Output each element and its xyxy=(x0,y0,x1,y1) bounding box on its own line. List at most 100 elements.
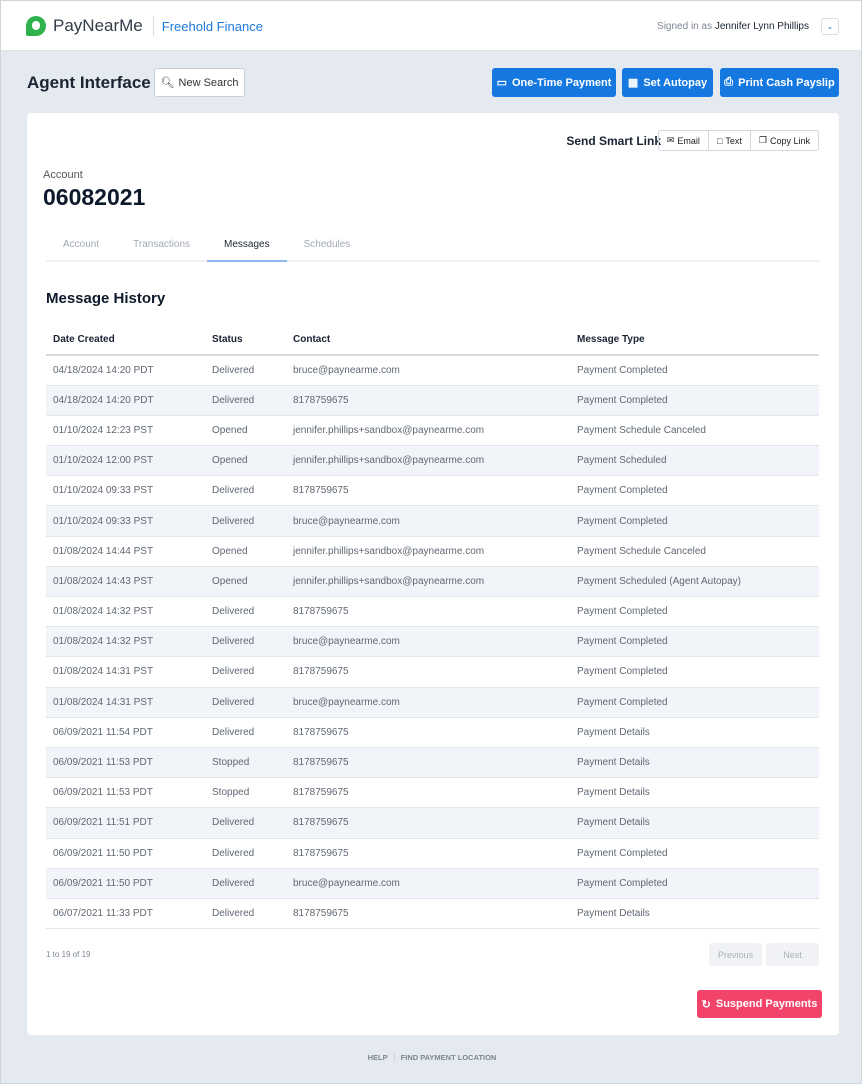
table-row: 01/08/2024 14:31 PST Delivered bruce@payne… xyxy=(46,687,819,718)
table-cell: Payment Completed xyxy=(570,687,819,718)
smart-link-buttons: ✉ Email □ Text ❐ Copy Link xyxy=(657,130,819,151)
autopay-label: Set Autopay xyxy=(643,76,708,89)
email-label: Email xyxy=(677,135,700,146)
table-cell: Delivered xyxy=(205,868,286,899)
email-button[interactable]: ✉ Email xyxy=(659,131,709,150)
set-autopay-button[interactable]: ▦ Set Autopay xyxy=(622,68,713,97)
table-row: 06/09/2021 11:53 PDT Stopped 8178759675 Pay… xyxy=(46,747,819,779)
table-cell: bruce@paynearme.com xyxy=(286,355,570,386)
table-cell: 8178759675 xyxy=(286,747,570,779)
table-cell: Delivered xyxy=(205,717,286,748)
payslip-label: Print Cash Payslip xyxy=(738,76,835,89)
user-menu-chevron-down-icon[interactable]: ⌄ xyxy=(821,18,839,35)
table-cell: 04/18/2024 14:20 PDT xyxy=(46,385,205,416)
find-payment-location-link[interactable]: FIND PAYMENT LOCATION xyxy=(400,1053,497,1062)
table-cell: 01/10/2024 12:00 PST xyxy=(46,445,205,477)
account-label: Account xyxy=(43,169,83,181)
table-cell: 8178759675 xyxy=(286,475,570,507)
table-cell: 06/07/2021 11:33 PDT xyxy=(46,898,205,930)
table-cell: Payment Completed xyxy=(570,656,819,688)
table-cell: bruce@paynearme.com xyxy=(286,687,570,718)
table-cell: 01/10/2024 09:33 PST xyxy=(46,505,205,537)
table-cell: Delivered xyxy=(205,355,286,386)
section-title: Message History xyxy=(46,290,166,307)
table-row: 01/08/2024 14:43 PST Opened jennifer.phill… xyxy=(46,566,819,598)
table-cell: Delivered xyxy=(205,596,286,628)
table-row: 01/10/2024 12:23 PST Opened jennifer.phill… xyxy=(46,415,819,447)
table-cell: 06/09/2021 11:54 PDT xyxy=(46,717,205,748)
print-cash-payslip-button[interactable]: ⎙ Print Cash Payslip xyxy=(720,68,839,97)
envelope-icon: ✉ xyxy=(666,135,675,145)
table-cell: Payment Completed xyxy=(570,868,819,899)
table-cell: Payment Details xyxy=(570,747,819,779)
table-cell: Payment Details xyxy=(570,807,819,839)
copy-label: Copy Link xyxy=(769,135,810,146)
table-cell: 01/08/2024 14:43 PST xyxy=(46,566,205,598)
divider xyxy=(152,16,154,36)
table-cell: 8178759675 xyxy=(286,807,570,839)
tab-account[interactable]: Account xyxy=(63,239,100,250)
table-cell: Payment Completed xyxy=(570,596,819,628)
tab-bar: Account Transactions Messages Schedules xyxy=(46,233,819,262)
table-cell: bruce@paynearme.com xyxy=(286,505,570,537)
table-row: 06/09/2021 11:50 PDT Delivered 8178759675 P… xyxy=(46,838,819,869)
table-cell: 06/09/2021 11:50 PDT xyxy=(46,868,205,899)
table-cell: 01/08/2024 14:32 PST xyxy=(46,626,205,658)
one-time-payment-button[interactable]: ▭ One-Time Payment xyxy=(492,68,616,97)
table-row: 01/10/2024 09:33 PST Delivered bruce@payne… xyxy=(46,505,819,537)
new-search-button[interactable]: 🔍︎ New Search xyxy=(154,68,245,97)
suspend-payments-button[interactable]: ↻ Suspend Payments xyxy=(697,990,822,1018)
table-cell: 01/10/2024 09:33 PST xyxy=(46,475,205,507)
table-cell: Delivered xyxy=(205,687,286,718)
table-cell: Opened xyxy=(205,445,286,477)
table-cell: Delivered xyxy=(205,656,286,688)
message-icon: □ xyxy=(716,135,723,146)
table-cell: Payment Completed xyxy=(570,475,819,507)
table-row: 01/08/2024 14:32 PST Delivered bruce@payne… xyxy=(46,626,819,658)
table-cell: bruce@paynearme.com xyxy=(286,626,570,658)
table-row: 06/09/2021 11:54 PDT Delivered 8178759675 P… xyxy=(46,717,819,748)
table-cell: Opened xyxy=(205,415,286,447)
account-number: 06082021 xyxy=(43,184,146,210)
text-button[interactable]: □ Text xyxy=(709,131,751,150)
paynearme-logo-icon xyxy=(26,16,46,36)
credit-card-icon: ▭ xyxy=(496,77,507,89)
column-header: Date Created xyxy=(46,325,205,356)
suspend-label: Suspend Payments xyxy=(715,998,818,1010)
account-card: Send Smart Link ✉ Email □ Text ❐ Copy Link … xyxy=(27,113,839,1035)
table-cell: Opened xyxy=(205,566,286,598)
copy-link-button[interactable]: ❐ Copy Link xyxy=(751,131,818,150)
table-cell: Payment Schedule Canceled xyxy=(570,536,819,567)
table-cell: Payment Completed xyxy=(570,505,819,537)
table-row: 06/07/2021 11:33 PDT Delivered 8178759675 P… xyxy=(46,898,819,930)
table-row: 01/10/2024 12:00 PST Opened jennifer.phill… xyxy=(46,445,819,477)
table-cell: 8178759675 xyxy=(286,385,570,416)
tab-schedules[interactable]: Schedules xyxy=(303,239,351,250)
column-header: Status xyxy=(205,325,286,356)
table-cell: 8178759675 xyxy=(286,596,570,628)
table-cell: Payment Details xyxy=(570,898,819,930)
table-cell: 06/09/2021 11:50 PDT xyxy=(46,838,205,869)
new-search-label: New Search xyxy=(178,76,239,89)
top-header: PayNearMe Freehold Finance Signed in as … xyxy=(1,1,861,51)
table-cell: jennifer.phillips+sandbox@paynearme.com xyxy=(286,445,570,477)
table-cell: Opened xyxy=(205,536,286,567)
tab-messages[interactable]: Messages xyxy=(207,233,287,262)
message-history-table: Date Created Status Contact Message Type… xyxy=(46,325,819,930)
logo[interactable]: PayNearMe Freehold Finance xyxy=(26,16,263,36)
tab-transactions[interactable]: Transactions xyxy=(133,239,191,250)
next-button[interactable]: Next xyxy=(766,943,819,966)
table-cell: 06/09/2021 11:53 PDT xyxy=(46,747,205,779)
table-row: 04/18/2024 14:20 PDT Delivered 8178759675 P… xyxy=(46,385,819,416)
copy-icon: ❐ xyxy=(758,135,767,145)
table-cell: 8178759675 xyxy=(286,838,570,869)
table-cell: Stopped xyxy=(205,777,286,809)
table-cell: 06/09/2021 11:53 PDT xyxy=(46,777,205,809)
table-cell: Payment Completed xyxy=(570,838,819,869)
table-cell: 8178759675 xyxy=(286,777,570,809)
table-cell: Delivered xyxy=(205,898,286,930)
previous-button[interactable]: Previous xyxy=(709,943,762,966)
org-name: Freehold Finance xyxy=(161,18,263,34)
footer: HELP FIND PAYMENT LOCATION xyxy=(1,1053,862,1062)
help-link[interactable]: HELP xyxy=(362,1053,395,1062)
